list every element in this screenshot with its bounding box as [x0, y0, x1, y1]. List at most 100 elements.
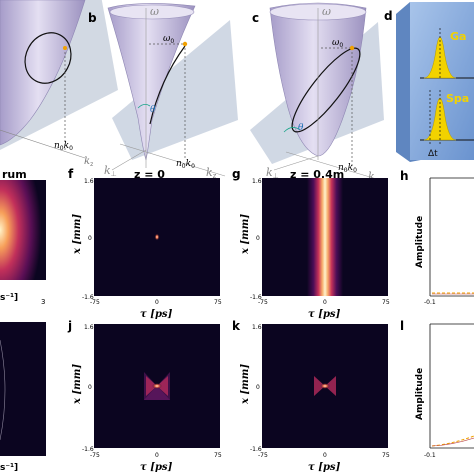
panel-j-xtick-right: 75	[214, 452, 222, 459]
panel-e: rum 3 s⁻¹]	[0, 168, 46, 306]
panel-e-xlabel: s⁻¹]	[0, 293, 18, 303]
panel-c: c ω ω0 θ k⊥ n0k0 kz	[250, 2, 384, 184]
panel-j-ytick-mid: 0	[88, 384, 92, 391]
panel-d-letter: d	[384, 9, 393, 23]
panel-f: f z = 0 1.6 0 -1.6 -75 0 75 τ [ps] x [mm…	[68, 167, 222, 320]
panel-j-core	[152, 383, 162, 389]
panel-l-ylabel: Amplitude	[415, 368, 425, 420]
panel-c-letter: c	[252, 11, 259, 25]
panel-f-xtick-right: 75	[214, 299, 222, 306]
panel-g-ylabel: x [mm]	[240, 214, 251, 255]
panel-j-ylabel: x [mm]	[72, 364, 83, 405]
panel-h-ylabel: Amplitude	[415, 216, 425, 268]
panel-f-xtick-mid: 0	[155, 299, 159, 306]
panel-i-trace	[0, 339, 6, 441]
panel-a: n0k0 kz	[0, 0, 118, 168]
panel-d-delta-t: Δt	[428, 149, 438, 159]
panel-f-letter: f	[68, 167, 74, 181]
panel-b-theta-label: θ	[150, 105, 156, 115]
panel-e-xtick: 3	[41, 298, 45, 306]
panel-f-pulse-spot	[154, 233, 160, 241]
panel-h: h -0.1 Amplitude	[400, 169, 474, 306]
panel-c-omega-label: ω	[322, 5, 331, 18]
panel-g-xtick-right: 75	[382, 299, 390, 306]
panel-c-intersection-curve	[291, 47, 361, 133]
panel-b-omega-label: ω	[150, 5, 159, 18]
panel-f-ytick-bot: -1.6	[82, 294, 94, 301]
panel-g: g z = 0.4m 1.6 0 -1.6 -75 0 75 τ [ps] x …	[232, 167, 390, 320]
panel-g-xtick-mid: 0	[323, 299, 327, 306]
panel-k-letter: k	[232, 319, 241, 333]
panel-j-ytick-bot: -1.6	[82, 446, 94, 453]
panel-f-ytick-top: 1.6	[84, 178, 94, 185]
panel-j-xlabel: τ [ps]	[140, 462, 173, 473]
panel-l-letter: l	[400, 319, 404, 333]
panel-j-ytick-top: 1.6	[84, 324, 94, 331]
panel-g-xlabel: τ [ps]	[308, 309, 341, 320]
panel-a-cone	[0, 0, 86, 146]
panel-d-label-top: Ga	[450, 30, 466, 43]
panel-f-title: z = 0	[134, 168, 165, 181]
panel-j-xtick-mid: 0	[155, 452, 159, 459]
panel-k-ytick-top: 1.6	[252, 324, 262, 331]
panel-c-omega0-label: ω0	[332, 38, 343, 49]
panel-g-xtick-left: -75	[258, 299, 268, 306]
panel-a-intersection-curve	[24, 32, 72, 84]
panel-j-xtick-left: -75	[90, 452, 100, 459]
panel-e-heatmap	[0, 180, 46, 280]
panel-c-point	[349, 45, 355, 51]
panel-b-kz-axis	[119, 143, 226, 177]
panel-k-xtick-mid: 0	[323, 452, 327, 459]
panel-c-kperp-axis	[273, 155, 319, 171]
panel-i-heatmap	[0, 322, 46, 456]
panel-b-intersection-curve	[149, 45, 186, 125]
panel-j: j 1.6 0 -1.6 -75 0 75 τ [ps] x [mm]	[67, 319, 222, 473]
panel-k-ytick-bot: -1.6	[250, 446, 262, 453]
panel-b-point	[182, 41, 188, 47]
panel-a-axis	[0, 129, 86, 159]
panel-b-cone-rim	[109, 4, 195, 20]
panel-g-ytick-mid: 0	[256, 235, 260, 242]
panel-b-kz-label: kz	[206, 166, 217, 180]
panel-c-theta-label: θ	[298, 123, 304, 133]
panel-a-kz-label: kz	[84, 156, 93, 168]
panel-a-k0-label: n0k0	[54, 141, 73, 152]
panel-b-omega0-label: ω0	[163, 34, 174, 45]
panel-b: b ω ω0 θ k⊥ n0k0 kz	[88, 3, 238, 180]
panel-f-xtick-left: -75	[90, 299, 100, 306]
panel-l-curve	[431, 435, 474, 447]
panel-k-xlabel: τ [ps]	[308, 462, 341, 473]
panel-k-ytick-mid: 0	[256, 384, 260, 391]
panel-b-nk-label: n0k0	[176, 159, 195, 170]
panel-k-core	[320, 383, 330, 389]
panel-g-letter: g	[232, 167, 241, 181]
panel-g-band	[307, 178, 343, 296]
panel-j-letter: j	[67, 319, 72, 333]
panel-a-point	[63, 46, 67, 50]
panel-b-kperp-axis	[111, 149, 147, 171]
panel-d-label-mid: Spa	[446, 92, 469, 105]
panel-h-letter: h	[400, 169, 409, 183]
panel-i-xlabel: s⁻¹]	[0, 463, 18, 473]
panel-g-ytick-bot: -1.6	[250, 294, 262, 301]
panel-c-nk-label: n0k0	[338, 163, 357, 174]
panel-l-curve-2	[431, 437, 474, 447]
panel-e-title: rum	[2, 168, 27, 181]
panel-f-ylabel: x [mm]	[72, 214, 83, 255]
panel-b-theta-arc	[137, 104, 151, 109]
panel-k-xtick-left: -75	[258, 452, 268, 459]
panel-c-kperp-label: k⊥	[266, 166, 279, 180]
panel-k-ylabel: x [mm]	[240, 364, 251, 405]
panel-b-letter: b	[88, 11, 97, 25]
panel-l-xtick: -0.1	[424, 452, 436, 459]
panel-i: s⁻¹]	[0, 322, 46, 473]
panel-f-ytick-mid: 0	[88, 235, 92, 242]
panel-k-xtick-right: 75	[382, 452, 390, 459]
panel-g-ytick-top: 1.6	[252, 178, 262, 185]
panel-k: k 1.6 0 -1.6 -75 0 75 τ [ps] x [mm]	[232, 319, 390, 473]
panel-b-kperp-label: k⊥	[104, 164, 117, 178]
panel-f-xlabel: τ [ps]	[140, 309, 173, 320]
panel-c-theta-arc	[283, 127, 301, 133]
panel-d: d Ga Spa Δt	[384, 2, 474, 162]
